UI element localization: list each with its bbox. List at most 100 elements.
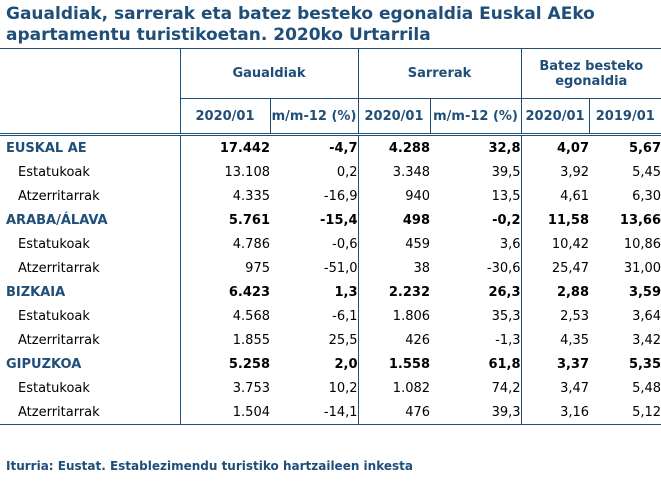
row-label: Atzerritarrak <box>18 188 100 204</box>
cell-value: 4.786 <box>179 232 270 256</box>
cell-value: 4.288 <box>357 134 431 160</box>
cell-value: 3.753 <box>179 376 270 400</box>
table-row: Atzerritarrak 1.855 25,5 426 -1,3 4,35 3… <box>0 328 661 352</box>
cell-value: 5,35 <box>628 356 661 372</box>
cell-value: 31,00 <box>623 260 661 276</box>
cell-value: 10,86 <box>623 236 661 252</box>
row-label: GIPUZKOA <box>6 356 82 372</box>
cell-value: 3,59 <box>628 284 661 300</box>
cell-value: 5,67 <box>628 140 661 156</box>
header-egonaldia: Batez besteko egonaldia <box>520 48 661 99</box>
corner-cell <box>0 48 180 99</box>
header-egonaldia-2019: 2019/01 <box>588 98 661 136</box>
header-sarrerak-mm: m/m-12 (%) <box>429 98 522 136</box>
header-egonaldia-2020: 2020/01 <box>520 98 590 136</box>
data-table: Gaualdiak Sarrerak Batez besteko egonald… <box>0 48 661 425</box>
row-label: Estatukoak <box>18 236 90 252</box>
cell-value: 3.348 <box>357 160 431 184</box>
cell-value: 3,37 <box>520 352 590 376</box>
cell-value: 2,88 <box>520 280 590 304</box>
cell-value: 17.442 <box>179 134 270 160</box>
cell-value: -30,6 <box>486 260 521 276</box>
cell-value: 1.504 <box>179 400 270 425</box>
cell-value: 25,5 <box>328 332 358 348</box>
cell-value: 459 <box>357 232 431 256</box>
row-label: Atzerritarrak <box>0 400 180 425</box>
cell-value: 426 <box>357 328 431 352</box>
cell-value: 11,58 <box>520 208 590 232</box>
header-sarrerak-2020: 2020/01 <box>357 98 431 136</box>
header-gaualdiak-mm: m/m-12 (%) <box>269 98 359 136</box>
table-row: Estatukoak 3.753 10,2 1.082 74,2 3,47 5,… <box>0 376 661 400</box>
table-row: BIZKAIA 6.423 1,3 2.232 26,3 2,88 3,59 <box>0 280 661 304</box>
cell-value: 5.258 <box>179 352 270 376</box>
cell-value: 476 <box>357 400 431 425</box>
cell-value: 4.568 <box>179 304 270 328</box>
corner-cell-2 <box>0 98 180 136</box>
cell-value: 498 <box>357 208 431 232</box>
table-row: Estatukoak 4.568 -6,1 1.806 35,3 2,53 3,… <box>0 304 661 328</box>
cell-value: -51,0 <box>323 260 358 276</box>
source-note: Iturria: Eustat. Establezimendu turistik… <box>6 459 413 473</box>
row-label: EUSKAL AE <box>6 140 87 156</box>
cell-value: -16,9 <box>323 188 358 204</box>
cell-value: 39,3 <box>430 400 522 425</box>
cell-value: 3,42 <box>632 332 661 348</box>
cell-value: 1.082 <box>357 376 431 400</box>
cell-value: -15,4 <box>320 212 358 228</box>
cell-value: 5,45 <box>632 164 661 180</box>
header-gaualdiak-2020: 2020/01 <box>179 98 270 136</box>
cell-value: -14,1 <box>270 400 359 425</box>
table-row: Estatukoak 13.108 0,2 3.348 39,5 3,92 5,… <box>0 160 661 184</box>
cell-value: 10,2 <box>328 380 358 396</box>
table-row: GIPUZKOA 5.258 2,0 1.558 61,8 3,37 5,35 <box>0 352 661 376</box>
cell-value: 1.806 <box>357 304 431 328</box>
cell-value: 3,64 <box>632 308 661 324</box>
row-label: Estatukoak <box>18 380 90 396</box>
cell-value: 0,2 <box>336 164 358 180</box>
cell-value: 5,12 <box>589 400 661 425</box>
cell-value: -1,3 <box>495 332 521 348</box>
cell-value: -0,2 <box>492 212 521 228</box>
cell-value: 3,47 <box>520 376 590 400</box>
cell-value: 5.761 <box>179 208 270 232</box>
cell-value: 61,8 <box>488 356 521 372</box>
table-row: Atzerritarrak 975 -51,0 38 -30,6 25,47 3… <box>0 256 661 280</box>
cell-value: 4,61 <box>520 184 590 208</box>
cell-value: 940 <box>357 184 431 208</box>
cell-value: 3,92 <box>520 160 590 184</box>
table-row: Atzerritarrak 4.335 -16,9 940 13,5 4,61 … <box>0 184 661 208</box>
row-label: ARABA/ÁLAVA <box>6 212 108 228</box>
row-label: BIZKAIA <box>6 284 66 300</box>
row-label: Estatukoak <box>18 308 90 324</box>
cell-value: 38 <box>357 256 431 280</box>
cell-value: 4,07 <box>520 134 590 160</box>
cell-value: 2,0 <box>334 356 358 372</box>
cell-value: 2,53 <box>520 304 590 328</box>
table-row: EUSKAL AE 17.442 -4,7 4.288 32,8 4,07 5,… <box>0 134 661 160</box>
cell-value: 4,35 <box>520 328 590 352</box>
table-row: Atzerritarrak 1.504 -14,1 476 39,3 3,16 … <box>0 400 661 425</box>
cell-value: 6.423 <box>179 280 270 304</box>
header-sarrerak: Sarrerak <box>357 48 522 99</box>
cell-value: 35,3 <box>491 308 521 324</box>
row-label: Atzerritarrak <box>18 260 100 276</box>
cell-value: -0,6 <box>332 236 358 252</box>
cell-value: 3,16 <box>520 400 590 425</box>
table-row: ARABA/ÁLAVA 5.761 -15,4 498 -0,2 11,58 1… <box>0 208 661 232</box>
cell-value: 13.108 <box>179 160 270 184</box>
cell-value: 13,66 <box>619 212 661 228</box>
cell-value: 26,3 <box>488 284 521 300</box>
header-gaualdiak: Gaualdiak <box>179 48 359 99</box>
page-title: Gaualdiak, sarrerak eta batez besteko eg… <box>6 4 595 45</box>
cell-value: 975 <box>179 256 270 280</box>
cell-value: 1,3 <box>334 284 358 300</box>
cell-value: -4,7 <box>329 140 358 156</box>
row-label: Atzerritarrak <box>18 332 100 348</box>
cell-value: 13,5 <box>491 188 521 204</box>
cell-value: 32,8 <box>488 140 521 156</box>
cell-value: 1.558 <box>357 352 431 376</box>
cell-value: 4.335 <box>179 184 270 208</box>
cell-value: 10,42 <box>520 232 590 256</box>
table-row: Estatukoak 4.786 -0,6 459 3,6 10,42 10,8… <box>0 232 661 256</box>
